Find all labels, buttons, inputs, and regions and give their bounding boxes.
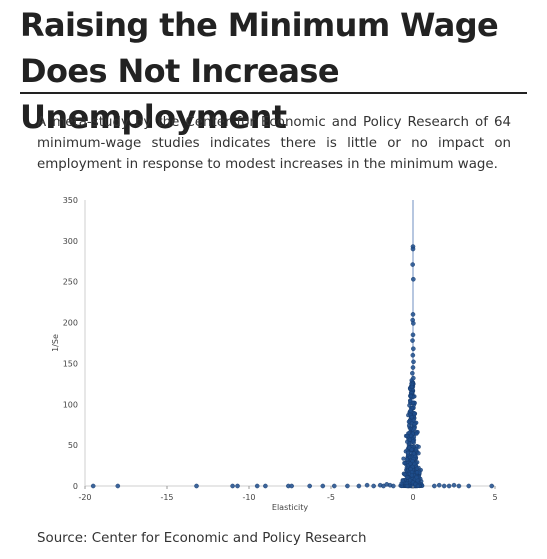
- intro-paragraph: A meta-study by the Center for Economic …: [37, 115, 511, 172]
- y-tick-label: 250: [63, 278, 78, 287]
- data-point: [410, 246, 416, 252]
- data-point: [345, 483, 350, 489]
- data-point: [90, 483, 96, 489]
- data-point: [410, 400, 416, 406]
- data-point: [410, 352, 416, 358]
- data-point: [406, 423, 412, 428]
- data-point: [410, 365, 416, 370]
- data-point: [409, 473, 414, 478]
- data-point: [409, 415, 414, 420]
- data-point: [405, 450, 410, 455]
- x-axis-label: Elasticity: [272, 503, 308, 512]
- data-point: [254, 483, 260, 489]
- data-point: [410, 332, 416, 338]
- y-tick-label: 200: [63, 319, 78, 328]
- data-point: [412, 422, 417, 427]
- y-axis-ticks: 0 50 100 150 200 250 300 350: [63, 196, 78, 491]
- data-point: [489, 483, 495, 489]
- data-point: [411, 321, 416, 326]
- data-point: [115, 483, 121, 489]
- y-tick-label: 150: [63, 359, 78, 368]
- data-point: [410, 338, 415, 343]
- data-point: [307, 483, 312, 489]
- data-point: [402, 460, 407, 466]
- source-note: Source: Center for Economic and Policy R…: [37, 531, 367, 546]
- x-tick-label: -10: [242, 493, 255, 502]
- data-point: [416, 451, 421, 456]
- data-point: [415, 483, 420, 489]
- data-point: [414, 447, 419, 452]
- data-point: [412, 411, 417, 416]
- data-point: [416, 444, 421, 449]
- data-point: [410, 312, 416, 317]
- data-point: [263, 483, 268, 489]
- data-point: [411, 375, 416, 381]
- data-point: [451, 482, 457, 488]
- title-divider: [20, 92, 527, 94]
- data-point: [411, 451, 416, 456]
- data-point: [289, 483, 294, 489]
- data-point: [411, 346, 416, 352]
- y-tick-label: 300: [63, 237, 78, 246]
- data-point: [456, 483, 462, 489]
- data-point: [408, 394, 413, 399]
- data-point: [432, 483, 437, 489]
- x-tick-label: -5: [327, 493, 335, 502]
- page-title: Raising the Minimum Wage Does Not Increa…: [20, 6, 499, 136]
- y-tick-label: 100: [63, 400, 78, 409]
- data-point: [356, 483, 362, 489]
- data-point: [414, 466, 420, 471]
- data-point: [408, 433, 414, 438]
- data-point: [405, 475, 410, 480]
- data-point: [409, 384, 414, 389]
- data-point: [415, 470, 420, 475]
- data-point: [411, 276, 416, 282]
- data-point: [412, 426, 417, 431]
- data-point: [364, 482, 370, 488]
- data-point: [331, 483, 337, 489]
- data-point: [391, 483, 396, 489]
- data-point: [405, 483, 410, 489]
- x-tick-label: 0: [410, 493, 415, 502]
- data-point: [466, 483, 472, 489]
- data-point: [441, 483, 447, 489]
- data-point: [412, 461, 417, 466]
- data-point: [411, 418, 416, 423]
- x-axis-ticks: -20 -15 -10 -5 0 5: [78, 486, 498, 502]
- data-point: [401, 456, 406, 461]
- data-point: [407, 437, 412, 442]
- chart-axes: [84, 200, 495, 487]
- x-tick-label: -15: [160, 493, 173, 502]
- y-axis-label: 1/Se: [51, 334, 60, 352]
- data-point: [320, 483, 326, 489]
- data-point: [230, 483, 235, 489]
- y-tick-label: 0: [73, 482, 78, 491]
- data-point: [410, 262, 415, 267]
- data-point: [411, 359, 416, 365]
- data-point: [404, 457, 410, 462]
- data-point: [194, 483, 199, 489]
- data-point: [409, 447, 414, 452]
- data-point: [400, 478, 405, 484]
- data-point: [410, 370, 415, 376]
- data-point: [446, 483, 452, 489]
- data-point: [408, 408, 413, 413]
- data-point: [406, 419, 411, 424]
- y-tick-label: 50: [68, 441, 78, 450]
- x-tick-label: -20: [78, 493, 91, 502]
- data-point: [402, 472, 407, 477]
- data-points: [90, 244, 495, 489]
- data-point: [371, 483, 376, 489]
- data-point: [414, 431, 419, 436]
- data-point: [436, 482, 442, 488]
- data-point: [235, 483, 240, 489]
- y-tick-label: 350: [63, 196, 78, 205]
- scatter-chart: -20 -15 -10 -5 0 5 0 50 100 150 200 250 300 350 Elas…: [51, 196, 498, 512]
- data-point: [414, 475, 419, 480]
- x-tick-label: 5: [492, 493, 497, 502]
